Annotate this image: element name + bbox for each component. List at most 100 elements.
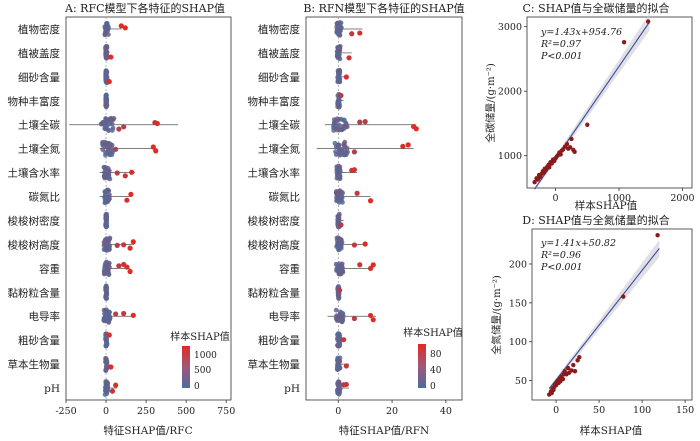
colorbar-a-tick-1: 500 (194, 366, 211, 376)
panel-c-title: C: SHAP值与全碳储量的拟合 (522, 1, 669, 15)
feature-label-1: 植被盖度 (18, 47, 60, 60)
shap-point (334, 235, 340, 241)
feature-label-5: 土壤全氮 (18, 143, 60, 156)
feature-label-11: 黏粉粒含量 (8, 286, 61, 299)
x-tick-label-0: 0 (553, 193, 559, 204)
shap-point (335, 55, 341, 61)
shap-point-high (109, 388, 116, 394)
y-tick-label-3: 200 (509, 259, 527, 270)
shap-point (105, 168, 111, 174)
x-tick-label-0: 0 (335, 406, 341, 417)
shap-point-high (343, 363, 349, 369)
x-tick-label-2: 2000 (670, 193, 694, 204)
shap-point-high (349, 167, 355, 173)
shap-point-high (130, 312, 136, 318)
shap-point-high (127, 268, 133, 275)
y-tick-label-0: 50 (515, 376, 527, 387)
shap-point-high (127, 245, 133, 251)
shap-point-high (405, 142, 411, 148)
feature-label-15: pH (44, 383, 60, 395)
shap-point (104, 195, 109, 200)
panel-a-plot-frame (65, 16, 232, 401)
shap-point (336, 295, 342, 301)
feature-label-3: 物种丰富度 (8, 95, 61, 108)
shap-point (338, 313, 344, 319)
shap-point-high (108, 54, 114, 60)
shap-point-high (113, 382, 119, 388)
shap-point (340, 199, 345, 205)
shap-point-high (341, 337, 347, 343)
shap-point-high (113, 146, 119, 152)
shap-point (103, 97, 109, 103)
panel-b-marks: 0 20 40 植物密度植被盖度细砂含量物种丰富度土壤全碳土壤全氮土壤含水率碳氮比梭梭… (248, 17, 452, 417)
panel-c: C: SHAP值与全碳储量的拟合 0 1000 2000 1000 2000 3000 y… (484, 1, 695, 212)
shap-point (336, 122, 342, 128)
shap-point-high (114, 170, 120, 176)
feature-label-15: pH (284, 383, 300, 395)
feature-label-11: 黏粉粒含量 (248, 286, 301, 299)
x-tick-label-4: 150 (676, 405, 694, 416)
shap-point-high (349, 31, 355, 37)
data-point (569, 136, 574, 142)
panel-b-plot-frame (305, 16, 463, 401)
panel-d-xlabel: 样本SHAP值 (580, 424, 643, 437)
shap-point-high (113, 311, 119, 317)
shap-point (102, 189, 108, 195)
shap-point-high (130, 239, 136, 245)
shap-point (342, 149, 348, 154)
shap-point (336, 358, 342, 364)
y-tick-label-1: 2000 (498, 87, 522, 98)
shap-point (337, 147, 343, 153)
shap-point-high (118, 23, 124, 29)
shap-point (103, 74, 108, 80)
x-tick-label-0: -250 (55, 406, 76, 417)
shap-point-high (129, 169, 135, 175)
shap-point (103, 288, 109, 293)
shap-point (103, 70, 109, 76)
shap-point (337, 173, 342, 179)
shap-point (103, 55, 109, 61)
shap-point-high (357, 119, 363, 125)
shap-point (334, 127, 340, 133)
feature-label-6: 土壤含水率 (248, 167, 301, 180)
panel-b-xlabel: 特征SHAP值/RFN (339, 424, 429, 437)
shap-point (337, 341, 342, 347)
shap-point (103, 93, 109, 98)
x-tick-label-1: 0 (553, 405, 559, 416)
shap-point (103, 292, 109, 298)
shap-point (102, 318, 108, 324)
shap-point-high (116, 263, 122, 269)
shap-point-high (122, 25, 128, 31)
feature-label-14: 草本生物量 (8, 358, 61, 371)
shap-point (333, 149, 338, 155)
data-point (567, 145, 573, 150)
feature-label-0: 植物密度 (18, 23, 60, 36)
shap-point-high (121, 310, 127, 317)
shap-point-high (153, 148, 159, 154)
shap-point-high (108, 364, 114, 370)
shap-point (334, 29, 340, 35)
shap-point (334, 313, 339, 319)
shap-point (102, 392, 108, 397)
shap-point-high (357, 262, 363, 268)
shap-point-high (116, 126, 122, 132)
shap-point-high (150, 144, 156, 150)
feature-label-8: 梭梭树密度 (248, 214, 301, 227)
data-point (585, 122, 590, 127)
shap-point-high (121, 124, 127, 130)
shap-point-high (124, 264, 130, 270)
shap-point (101, 164, 107, 170)
shap-point (344, 124, 350, 130)
shap-point (101, 239, 107, 245)
shap-point-high (370, 262, 376, 268)
feature-label-10: 容重 (279, 262, 300, 275)
shap-point-high (362, 119, 368, 125)
panel-b-title: B: RFN模型下各特征的SHAP值 (303, 1, 464, 15)
colorbar-a-title: 样本SHAP值 (170, 330, 230, 343)
feature-label-4: 土壤全碳 (18, 119, 60, 132)
colorbar-b-tick-1: 40 (430, 366, 442, 376)
x-tick-label-1: 0 (103, 406, 109, 417)
colorbar-a-tick-0: 1000 (194, 351, 217, 361)
panel-c-ylabel: 全碳储量/(g·m⁻²) (484, 63, 497, 143)
colorbar-b-title: 样本SHAP值 (403, 326, 463, 339)
